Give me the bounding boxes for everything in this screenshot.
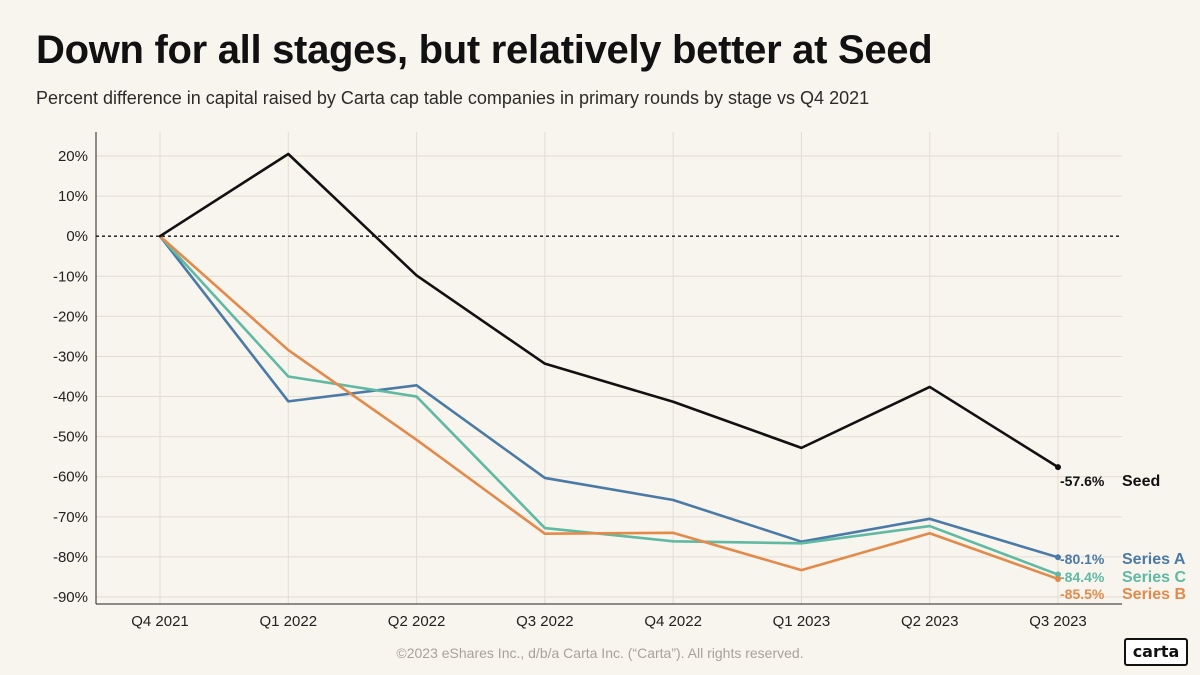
series-line-series-b — [158, 234, 1060, 581]
end-point-series-b — [1055, 575, 1061, 582]
series-line-seed — [158, 152, 1060, 469]
series-line-series-c — [158, 234, 1060, 576]
copyright-footer: ©2023 eShares Inc., d/b/a Carta Inc. (“C… — [396, 645, 804, 661]
carta-logo: carta — [1124, 638, 1188, 666]
end-value-label-seed: -57.6% — [1060, 473, 1105, 489]
y-tick-label: 10% — [58, 188, 88, 205]
y-tick-label: -60% — [53, 469, 88, 486]
series-name-label-series-a: Series A — [1122, 551, 1186, 568]
y-tick-label: -40% — [53, 389, 88, 406]
y-tick-label: -90% — [53, 589, 88, 606]
x-tick-label: Q1 2022 — [260, 613, 318, 630]
x-tick-label: Q2 2023 — [901, 613, 959, 630]
series-name-label-series-b: Series B — [1122, 586, 1186, 603]
y-tick-label: 0% — [66, 228, 88, 245]
end-point-series-c — [1055, 571, 1061, 578]
chart-title: Down for all stages, but relatively bett… — [36, 28, 933, 72]
x-tick-label: Q1 2023 — [773, 613, 831, 630]
x-tick-label: Q3 2023 — [1029, 613, 1087, 630]
end-value-label-series-b: -85.5% — [1060, 586, 1105, 602]
y-tick-label: -10% — [53, 268, 88, 285]
end-point-series-a — [1055, 554, 1061, 561]
series-name-label-seed: Seed — [1122, 473, 1160, 490]
x-tick-label: Q4 2021 — [131, 613, 189, 630]
end-point-seed — [1055, 464, 1061, 471]
y-tick-label: -50% — [53, 429, 88, 446]
x-tick-label: Q4 2022 — [644, 613, 702, 630]
series-line-series-a — [158, 234, 1060, 559]
end-value-label-series-c: -84.4% — [1060, 569, 1105, 585]
series-name-label-series-c: Series C — [1122, 569, 1186, 586]
y-tick-label: 20% — [58, 148, 88, 165]
y-tick-label: -20% — [53, 308, 88, 325]
end-value-label-series-a: -80.1% — [1060, 551, 1105, 567]
y-tick-label: -30% — [53, 348, 88, 365]
y-tick-label: -70% — [53, 509, 88, 526]
chart-subtitle: Percent difference in capital raised by … — [36, 88, 870, 108]
y-tick-label: -80% — [53, 549, 88, 566]
x-tick-label: Q2 2022 — [388, 613, 446, 630]
x-tick-label: Q3 2022 — [516, 613, 574, 630]
